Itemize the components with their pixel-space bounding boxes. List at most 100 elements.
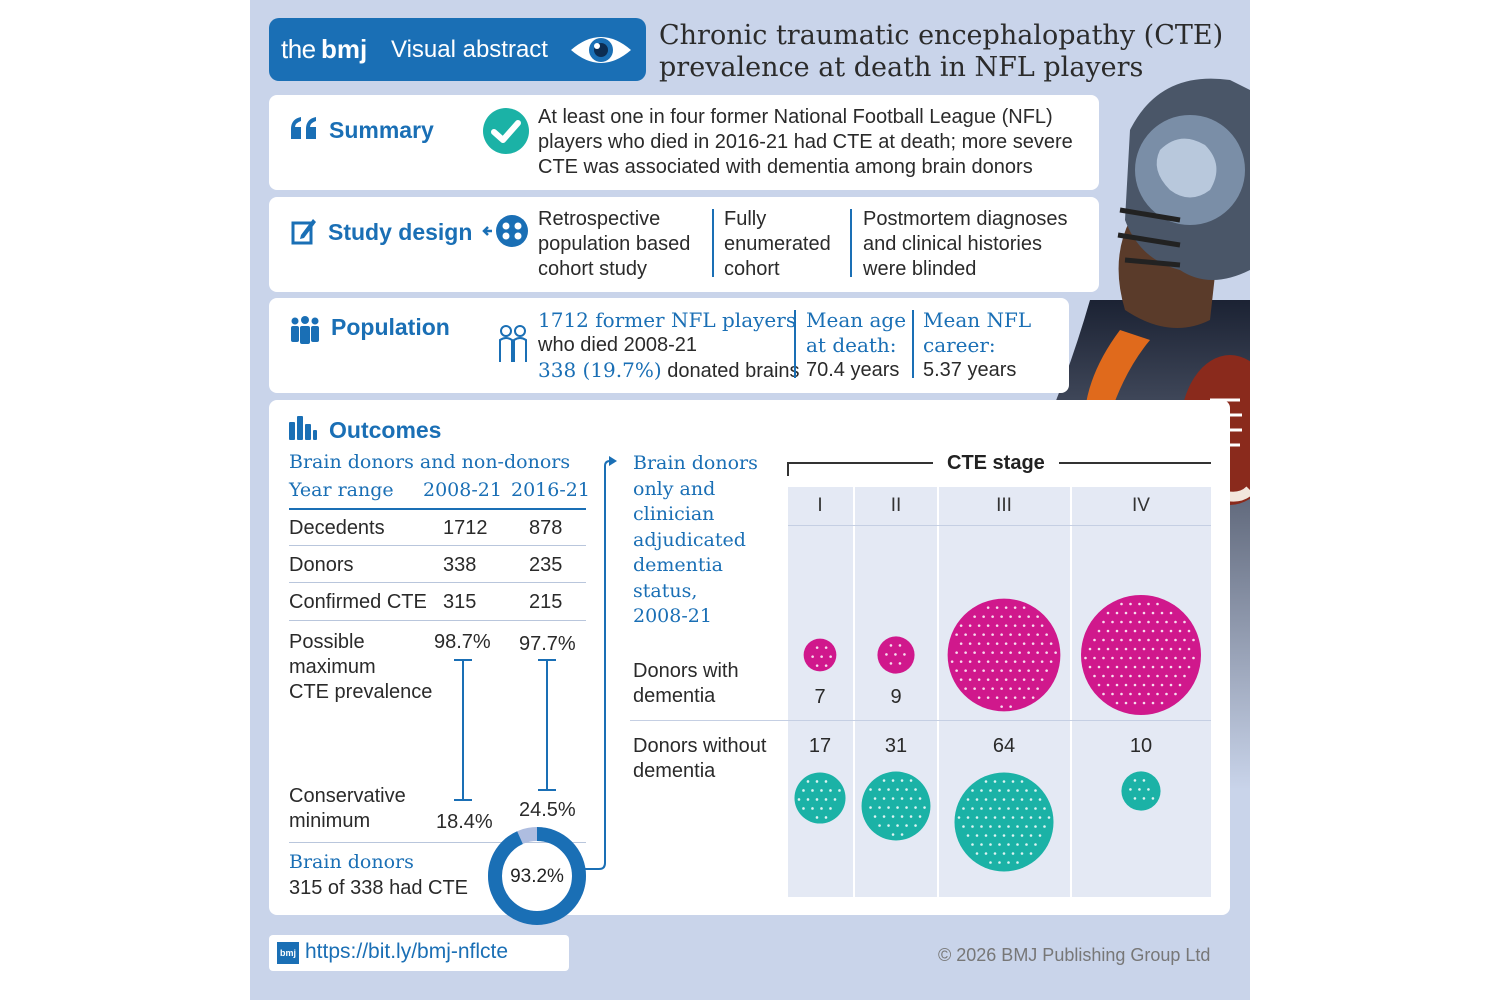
visual-abstract-label: Visual abstract (391, 36, 548, 63)
row-rule (289, 842, 586, 843)
label-line: Possible (289, 631, 365, 653)
label-line: maximum (289, 656, 376, 678)
row-value: 235 (529, 554, 563, 576)
divider (850, 209, 852, 277)
summary-card: Summary At least one in four former Nati… (269, 95, 1099, 190)
possible-max-2016: 97.7% (519, 633, 576, 655)
study-design-card: Study design Retrospective population ba… (269, 197, 1099, 292)
possible-max-label: Possible maximum CTE prevalence (289, 630, 432, 705)
stage-header-rule (788, 525, 1211, 526)
population-card: Population 1712 former NFL players who d… (269, 298, 1069, 393)
row-value: 1712 (443, 517, 488, 539)
row-value: 338 (443, 554, 477, 576)
without-dementia-bubble-i (794, 772, 846, 824)
cte-stage-bracket (787, 462, 1211, 476)
person-outline-icon (499, 325, 527, 362)
stage-column-i (788, 487, 853, 897)
row-label: Donors (289, 554, 354, 576)
with-dementia-bubble-iii (947, 598, 1061, 712)
without-dementia-bubble-iii (954, 772, 1054, 872)
cte-stage-label: CTE stage (947, 452, 1045, 474)
design-col-1-line: cohort study (538, 258, 647, 280)
donors-text: 315 of 338 had CTE (289, 877, 469, 899)
people-group-icon (482, 215, 528, 247)
label-line: Conservative (289, 785, 406, 807)
eye-icon (571, 37, 631, 63)
design-col-3: Postmortem diagnoses and clinical histor… (863, 207, 1068, 282)
design-col-1-line: Retrospective (538, 208, 661, 230)
title-line-2: prevalence at death in NFL players (659, 52, 1144, 83)
row-rule (289, 620, 586, 621)
bmj-badge: the bmj Visual abstract (269, 18, 646, 81)
mean-career-value: 5.37 years (923, 359, 1017, 381)
population-line-2: who died 2008-21 (538, 334, 698, 356)
table-row: Decedents 1712 878 (289, 517, 585, 540)
without-dementia-bubble-iv (1121, 771, 1161, 811)
with-dementia-label: Donors with dementia (633, 659, 739, 709)
design-col-1: Retrospective population based cohort st… (538, 207, 690, 282)
design-col-1-line: population based (538, 233, 691, 255)
summary-line-2: players who died in 2016-21 had CTE at d… (538, 131, 1073, 153)
label-line: Donors with (633, 660, 739, 682)
divider (712, 209, 714, 277)
arrow-icon (585, 456, 617, 870)
population-label: Population (331, 314, 450, 340)
footer-url[interactable]: https://bit.ly/bmj-nflcte (305, 940, 509, 963)
label-line: dementia (633, 760, 716, 782)
clinician-line: dementia (633, 554, 723, 576)
col-header-2016: 2016-21 (511, 479, 590, 501)
conservative-min-2008: 18.4% (436, 811, 493, 833)
year-range-label: Year range (289, 479, 394, 501)
clinician-line: 2008-21 (633, 605, 712, 627)
title-line-1: Chronic traumatic encephalopathy (CTE) (659, 20, 1224, 51)
donors-percent: 93.2% (510, 866, 564, 887)
study-design-label: Study design (328, 219, 473, 245)
summary-line-3: CTE was associated with dementia among b… (538, 156, 1033, 178)
donors-title: Brain donors (289, 851, 414, 873)
population-text: 1712 former NFL players who died 2008-21… (538, 308, 800, 384)
with-count-i: 7 (814, 686, 826, 708)
with-dementia-bubble-iv (1081, 595, 1201, 715)
col-header-2008: 2008-21 (423, 479, 502, 501)
stage-label-i: I (817, 495, 823, 516)
row-rule (289, 582, 586, 583)
divider (794, 310, 796, 378)
label-line: Donors without (633, 735, 767, 757)
mean-age: Mean age at death: 70.4 years (806, 308, 906, 383)
divider (912, 310, 914, 378)
bar-chart-icon (289, 416, 317, 440)
row-value: 215 (529, 591, 563, 613)
stage-label-ii: II (890, 495, 902, 516)
conservative-min-label: Conservative minimum (289, 784, 406, 834)
conservative-min-2016: 24.5% (519, 799, 576, 821)
brand-bmj: bmj (321, 34, 368, 64)
without-count-ii: 31 (884, 735, 908, 757)
summary-label: Summary (329, 117, 434, 143)
pencil-icon (291, 219, 316, 245)
mean-career-label: career: (923, 333, 996, 357)
without-dementia-bubble-ii (861, 771, 931, 841)
design-col-3-line: were blinded (863, 258, 977, 280)
donor-cte-ring: 93.2% (488, 827, 586, 925)
design-col-2-line: cohort (724, 258, 780, 280)
mean-age-value: 70.4 years (806, 359, 900, 381)
design-col-2-line: Fully (724, 208, 767, 230)
summary-text: At least one in four former National Foo… (538, 105, 1073, 180)
row-value: 878 (529, 517, 563, 539)
outcomes-label: Outcomes (329, 417, 442, 443)
design-col-3-line: and clinical histories (863, 233, 1042, 255)
dementia-divider (630, 720, 1211, 721)
without-count-iii: 64 (992, 735, 1016, 757)
clinician-line: adjudicated (633, 528, 746, 551)
with-dementia-bubble-i (803, 638, 837, 672)
without-count-i: 17 (808, 735, 832, 757)
mean-age-label: at death: (806, 333, 897, 357)
stage-label-iii: III (996, 495, 1012, 516)
footer-link[interactable]: bmj https://bit.ly/bmj-nflcte (269, 935, 569, 971)
clinician-line: only and (633, 477, 716, 500)
label-line: dementia (633, 685, 716, 707)
without-count-iv: 10 (1129, 735, 1153, 757)
table-title: Brain donors and non-donors (289, 451, 571, 473)
header-rule (289, 508, 586, 510)
label-line: minimum (289, 810, 371, 832)
